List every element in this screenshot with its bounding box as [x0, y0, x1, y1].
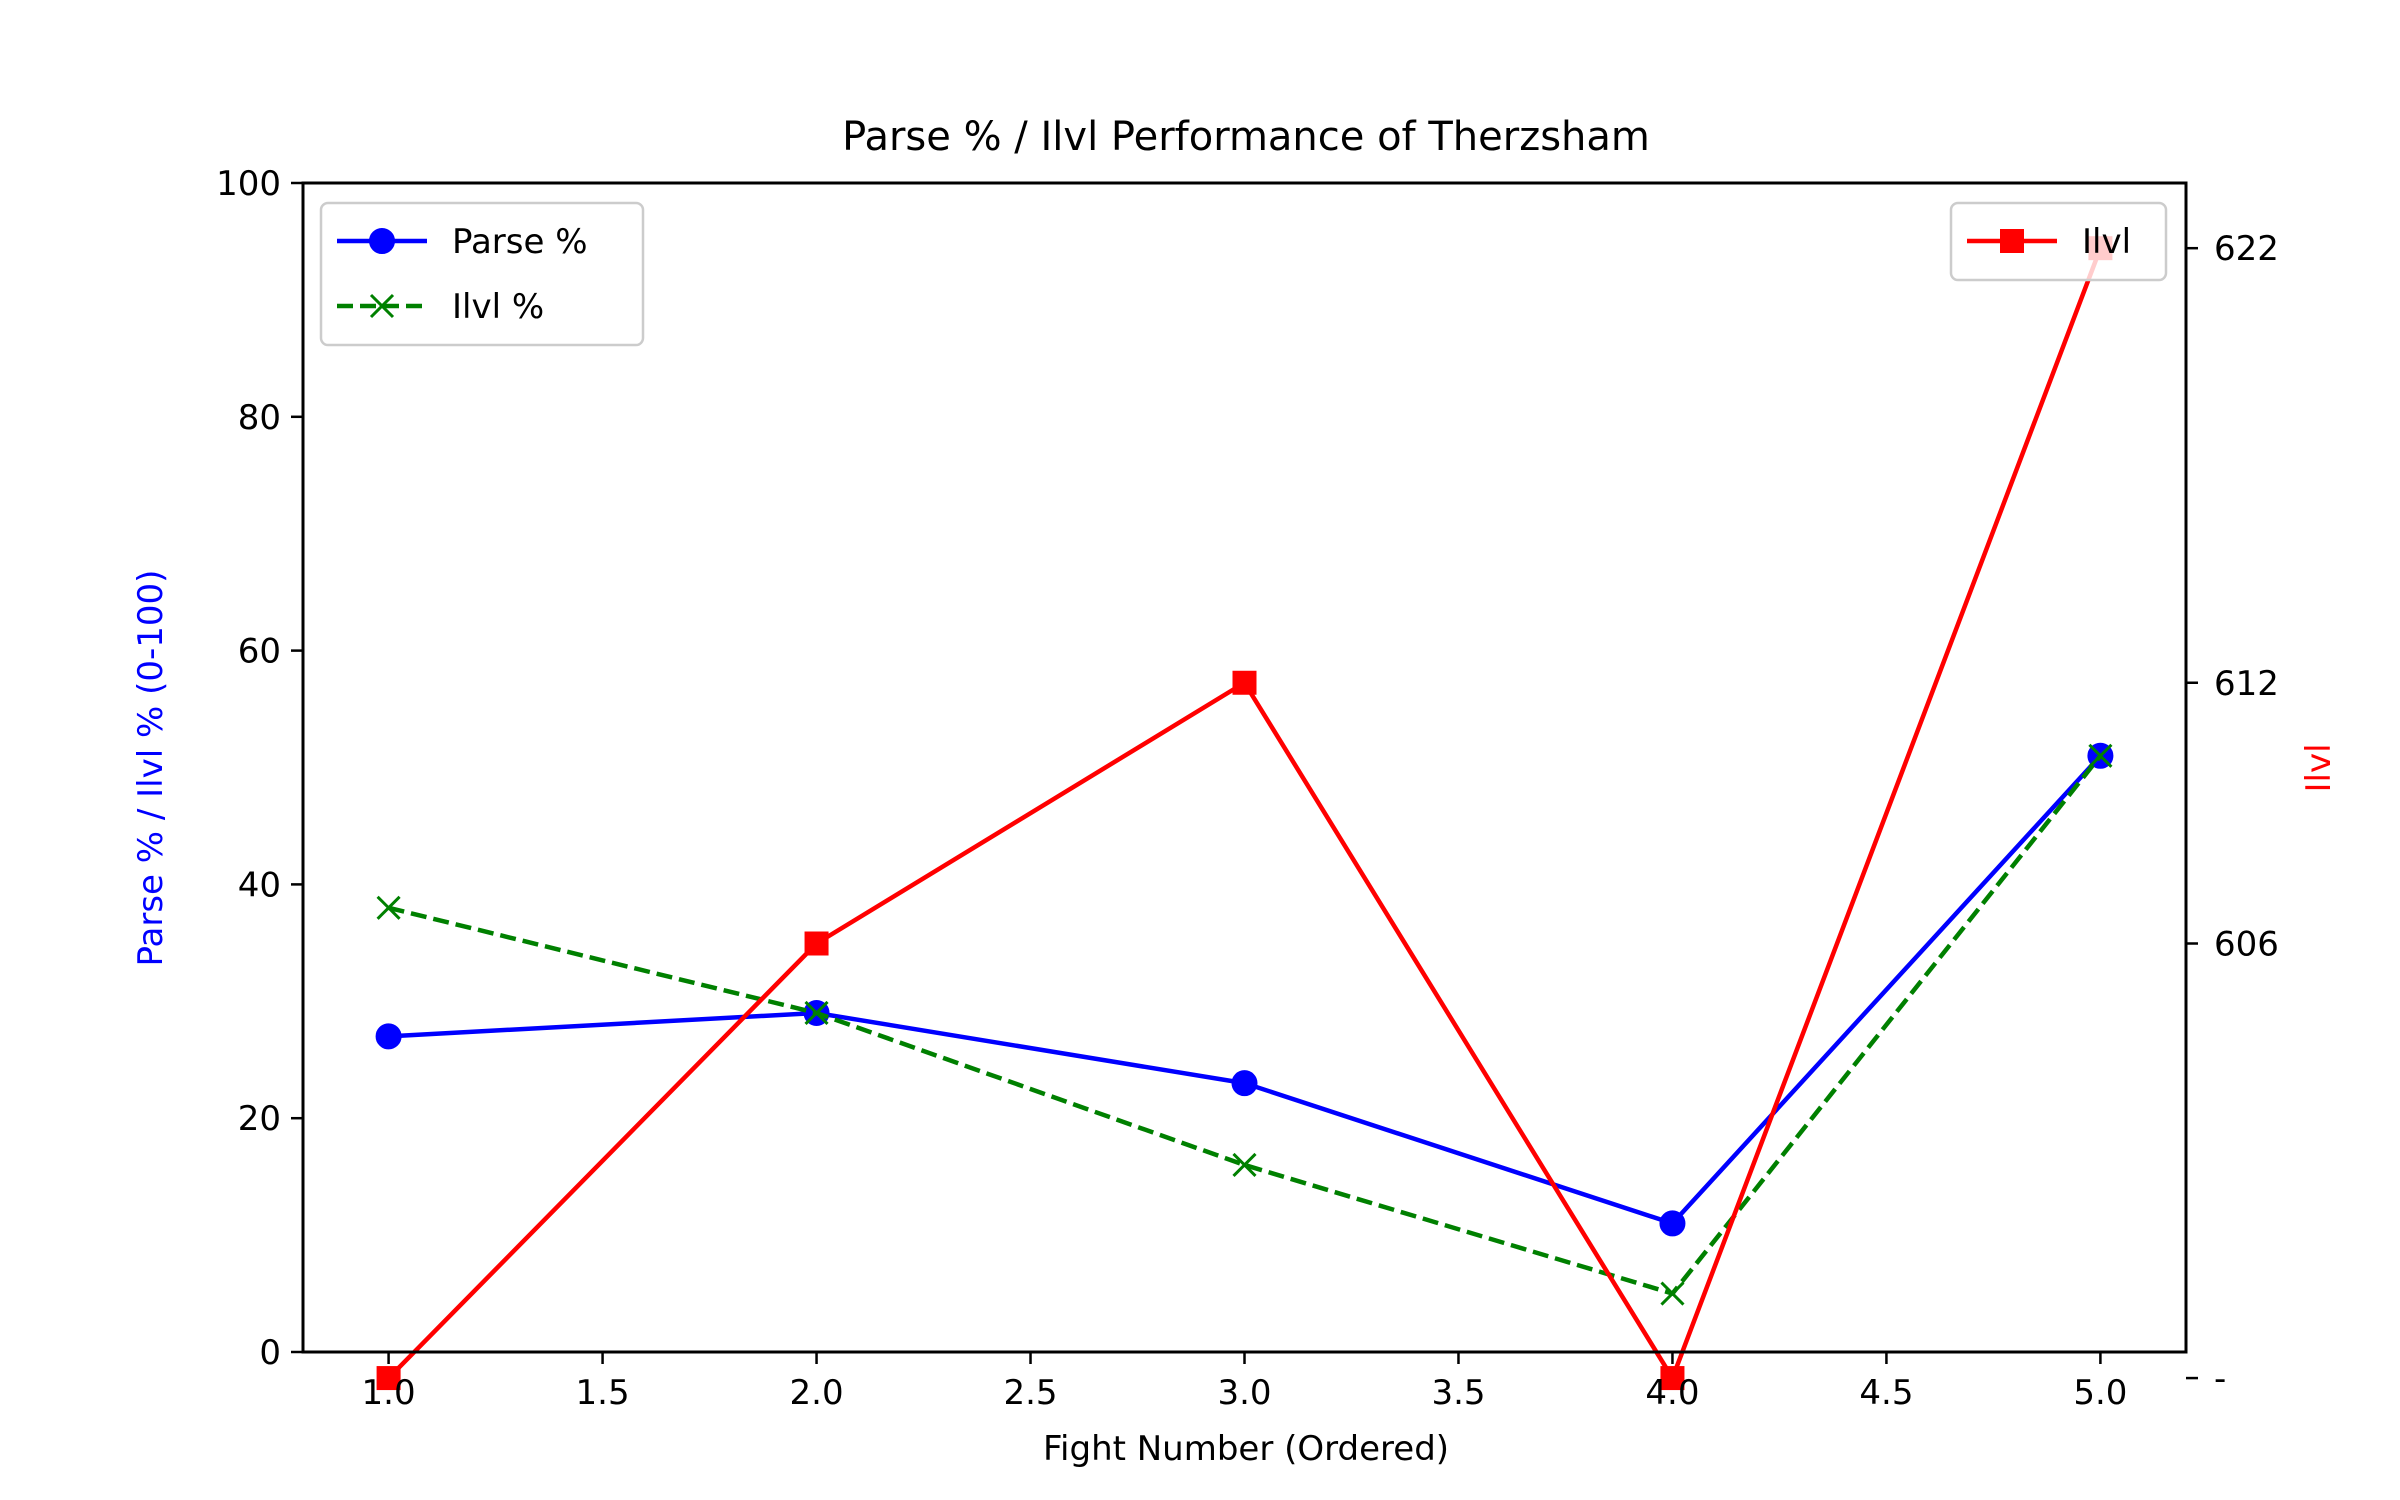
- data-point-parse: [1231, 1070, 1258, 1097]
- legends: Parse % Ilvl % Ilvl: [319, 201, 2168, 347]
- data-point-ilvl: [1660, 1366, 1685, 1391]
- y-tick-label-left: 60: [238, 632, 281, 672]
- x-tick-label: 3.5: [1431, 1373, 1485, 1413]
- x-tick-label: 2.5: [1003, 1373, 1057, 1413]
- series-ilvl: [376, 743, 2113, 1306]
- data-point-ilvl: [804, 931, 829, 956]
- legend-marker: [2000, 229, 2024, 253]
- legend-marker: [369, 228, 395, 254]
- legend-label: Parse %: [452, 222, 588, 262]
- y-tick-label-right: 612: [2214, 664, 2279, 704]
- legend-right: Ilvl: [1949, 201, 2168, 282]
- series-line-ilvl: [388, 754, 2103, 1296]
- data-point-parse: [1659, 1210, 1686, 1237]
- y-axis-label-right: Ilvl: [2299, 743, 2339, 792]
- data-point-ilvl: [804, 1000, 829, 1026]
- y-tick-label-left: 40: [238, 865, 281, 905]
- data-point-ilvl: [376, 895, 401, 920]
- legend-left: Parse % Ilvl %: [319, 201, 645, 347]
- x-tick-label: 1.5: [576, 1373, 630, 1413]
- y-tick-label-right: -: [2214, 1359, 2226, 1399]
- chart-title: Parse % / Ilvl Performance of Therzsham: [842, 114, 1650, 160]
- series-ilvl: [376, 236, 2113, 1391]
- x-axis-label: Fight Number (Ordered): [1043, 1429, 1449, 1469]
- legend-label: Ilvl: [2082, 222, 2131, 262]
- y-tick-label-left: 0: [259, 1333, 281, 1373]
- y-tick-label-right: 606: [2214, 925, 2279, 965]
- axes: 1.0 1.5 2.0 2.5 3.0 3.5 4.0 4.5 5.0 0 20 40 60 80 100 6…: [216, 164, 2279, 1413]
- data-point-ilvl: [1660, 1281, 1685, 1306]
- x-tick-label: 4.0: [1645, 1373, 1699, 1413]
- y-tick-label-right: 622: [2214, 229, 2279, 269]
- data-point-ilvl: [2088, 743, 2113, 768]
- legend-box: [319, 201, 645, 347]
- data-point-ilvl: [376, 1366, 401, 1391]
- y-tick-label-left: 100: [216, 164, 281, 204]
- y-tick-label-left: 80: [238, 398, 281, 438]
- x-tick-label: 4.5: [1859, 1373, 1913, 1413]
- x-tick-label: 5.0: [2073, 1373, 2127, 1413]
- x-tick-label: 1.0: [362, 1373, 416, 1413]
- plot-area: [375, 236, 2114, 1391]
- data-point-ilvl: [1232, 670, 1257, 695]
- legend-marker: [369, 293, 395, 319]
- data-point-ilvl: [1232, 1152, 1257, 1178]
- y-axis-label-left: Parse % / Ilvl % (0-100): [131, 570, 171, 967]
- x-tick-label: 2.0: [790, 1373, 844, 1413]
- data-point-parse: [375, 1023, 402, 1050]
- legend-box: [1949, 201, 2168, 282]
- y-tick-label-left: 20: [238, 1099, 281, 1139]
- legend-label: Ilvl %: [452, 287, 544, 327]
- x-tick-label: 3.0: [1217, 1373, 1271, 1413]
